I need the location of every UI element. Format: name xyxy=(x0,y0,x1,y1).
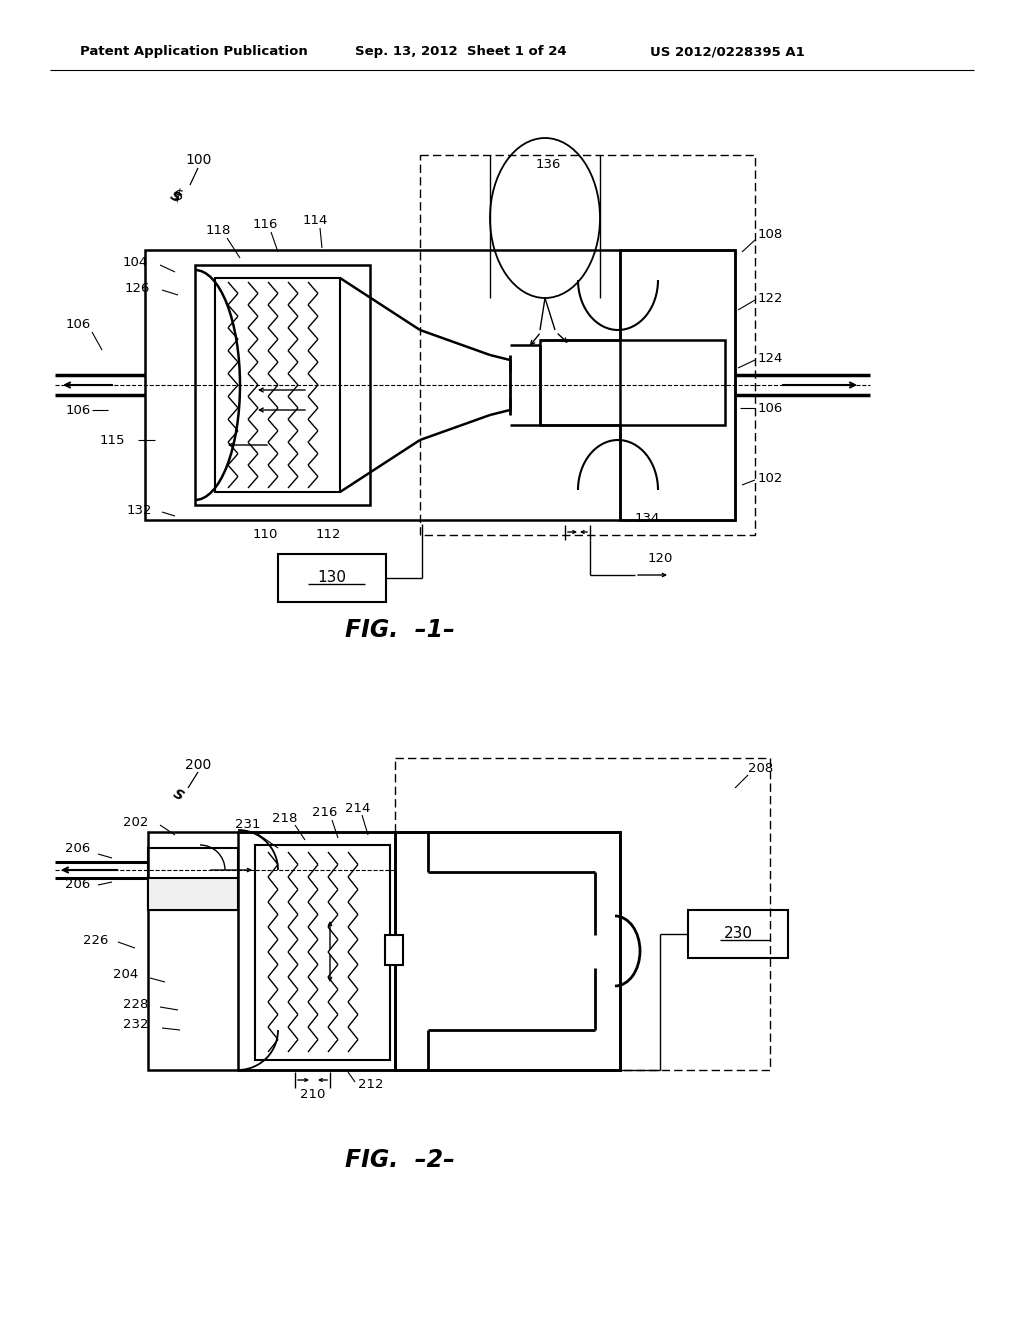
Text: 136: 136 xyxy=(536,158,561,172)
Text: 122: 122 xyxy=(758,292,783,305)
Bar xyxy=(620,249,735,520)
Text: 114: 114 xyxy=(302,214,328,227)
Bar xyxy=(540,341,725,425)
Text: 228: 228 xyxy=(123,998,148,1011)
Text: FIG.  –2–: FIG. –2– xyxy=(345,1148,455,1172)
Text: 232: 232 xyxy=(123,1019,148,1031)
Text: 120: 120 xyxy=(648,552,674,565)
Text: 206: 206 xyxy=(66,842,91,854)
Text: 212: 212 xyxy=(358,1078,384,1092)
Text: Patent Application Publication: Patent Application Publication xyxy=(80,45,308,58)
Text: 115: 115 xyxy=(99,433,125,446)
Text: 116: 116 xyxy=(252,219,278,231)
Text: 134: 134 xyxy=(635,511,660,524)
Text: 100: 100 xyxy=(185,153,211,168)
Bar xyxy=(255,845,390,1060)
Text: 108: 108 xyxy=(758,228,783,242)
Bar xyxy=(385,935,403,965)
Text: 118: 118 xyxy=(206,223,230,236)
Text: Sep. 13, 2012  Sheet 1 of 24: Sep. 13, 2012 Sheet 1 of 24 xyxy=(355,45,566,58)
Text: $: $ xyxy=(173,187,183,202)
Text: 202: 202 xyxy=(123,816,148,829)
Text: 124: 124 xyxy=(758,351,783,364)
Text: 226: 226 xyxy=(83,933,108,946)
Bar xyxy=(278,554,386,602)
Bar xyxy=(145,249,735,520)
Text: 231: 231 xyxy=(236,818,261,832)
Text: 126: 126 xyxy=(125,281,150,294)
Text: 218: 218 xyxy=(272,812,298,825)
Text: S: S xyxy=(170,787,185,804)
Bar xyxy=(238,832,395,1071)
Text: 210: 210 xyxy=(300,1089,326,1101)
Text: 214: 214 xyxy=(345,801,371,814)
Text: 206: 206 xyxy=(66,879,91,891)
Text: 130: 130 xyxy=(317,570,346,586)
Bar xyxy=(215,279,340,492)
Text: 200: 200 xyxy=(185,758,211,772)
Bar xyxy=(395,758,770,1071)
Text: 106: 106 xyxy=(758,401,783,414)
Text: 112: 112 xyxy=(315,528,341,541)
Text: 106: 106 xyxy=(66,404,91,417)
Bar xyxy=(148,878,238,909)
Text: 102: 102 xyxy=(758,471,783,484)
Text: 216: 216 xyxy=(312,805,338,818)
Text: 106: 106 xyxy=(66,318,91,331)
Bar xyxy=(420,154,755,535)
Text: 208: 208 xyxy=(748,762,773,775)
Text: FIG.  –1–: FIG. –1– xyxy=(345,618,455,642)
Bar xyxy=(688,909,788,958)
Text: S: S xyxy=(167,189,183,206)
Text: 204: 204 xyxy=(113,969,138,982)
Text: 230: 230 xyxy=(724,927,753,941)
Bar xyxy=(395,832,620,1071)
Text: 110: 110 xyxy=(252,528,278,541)
Text: 132: 132 xyxy=(127,503,152,516)
Bar xyxy=(195,265,370,506)
Bar xyxy=(148,832,620,1071)
Text: US 2012/0228395 A1: US 2012/0228395 A1 xyxy=(650,45,805,58)
Text: 104: 104 xyxy=(123,256,148,268)
Bar xyxy=(148,847,238,909)
